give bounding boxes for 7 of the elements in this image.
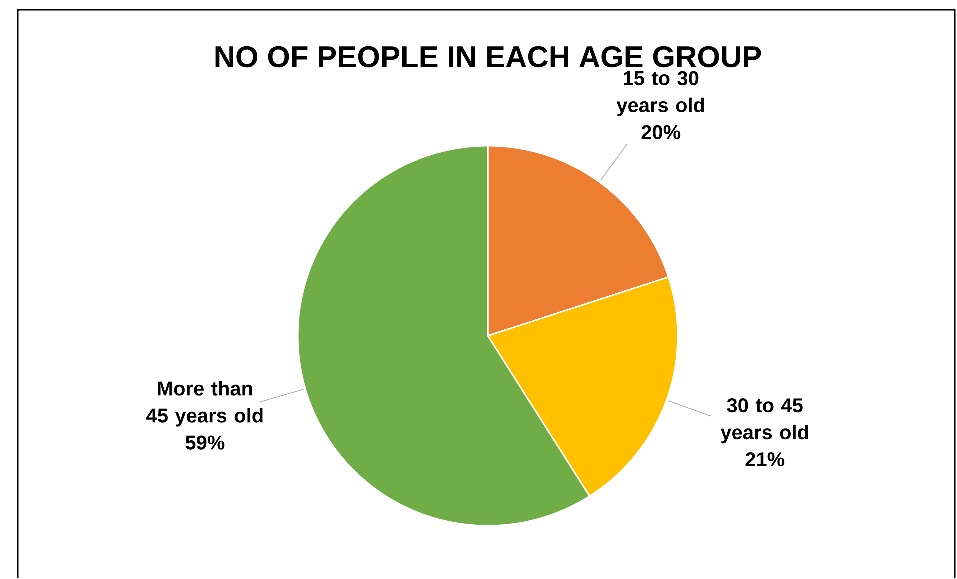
slice-label: 15 to 30 years old [616, 71, 704, 117]
data-label: 20% [642, 125, 681, 140]
data-label: 21% [746, 452, 785, 467]
chart-title: NO OF PEOPLE IN EACH AGE GROUP [216, 46, 762, 68]
data-label: 59% [186, 436, 225, 450]
slice-label: More than 45 years old [146, 381, 263, 427]
slice-label: 30 to 45 years old [720, 398, 808, 444]
